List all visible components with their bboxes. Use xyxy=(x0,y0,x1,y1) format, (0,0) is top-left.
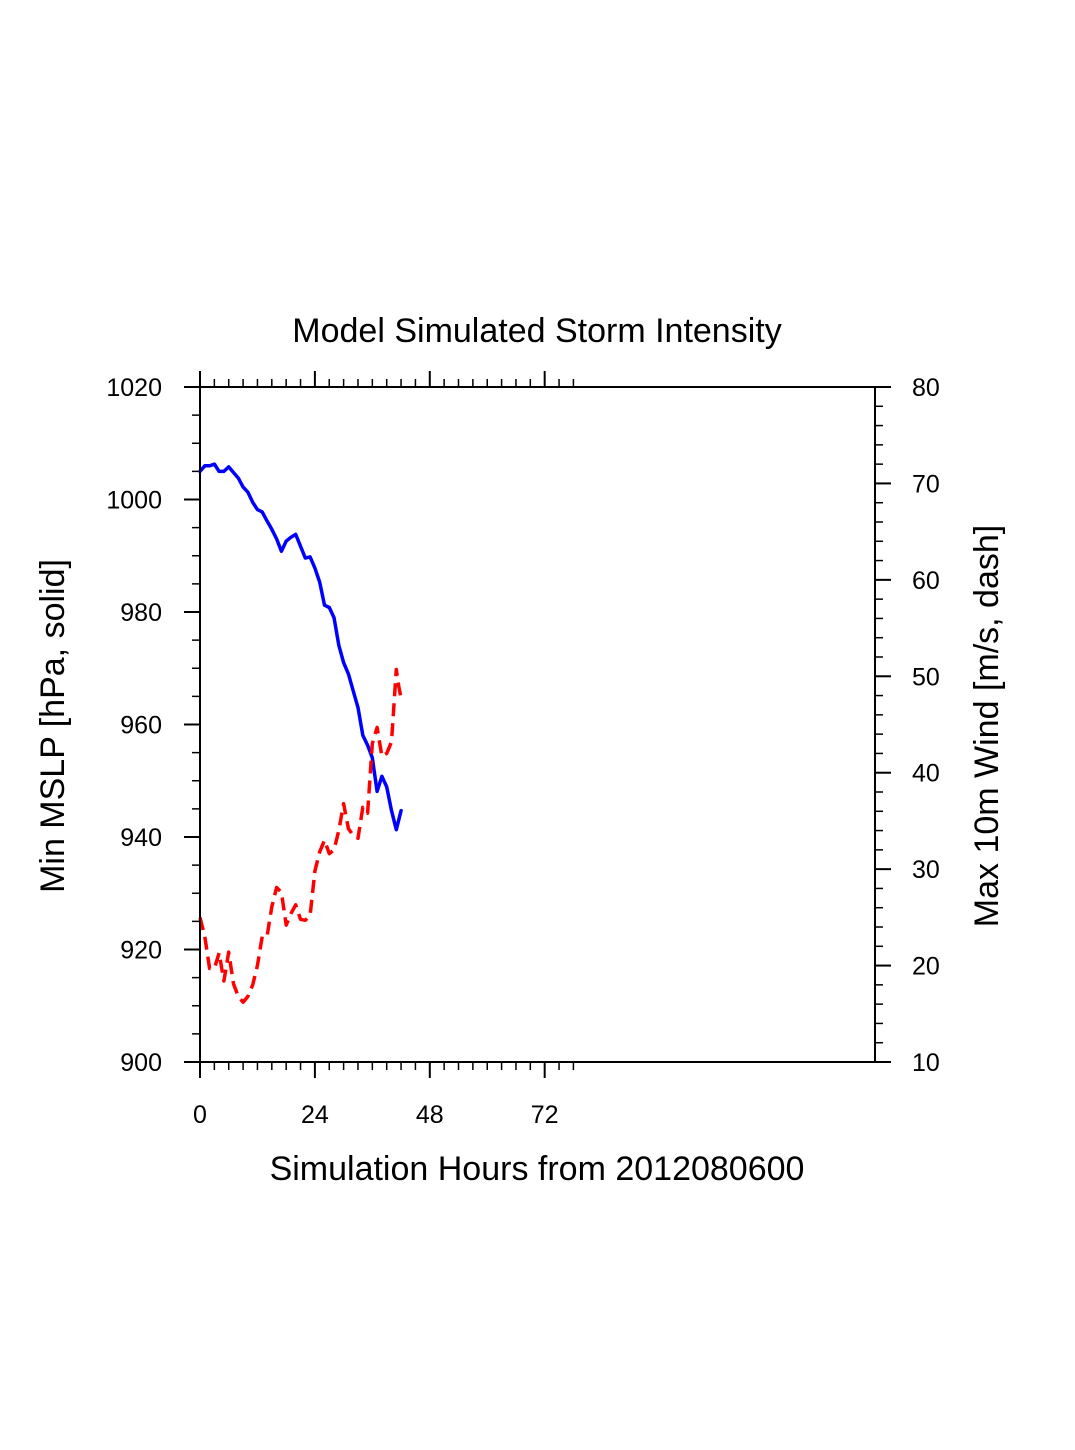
y-axis-title-left: Min MSLP [hPa, solid] xyxy=(34,559,72,893)
minor-ticks xyxy=(192,379,883,1070)
y-left-tick-label: 920 xyxy=(120,937,162,965)
y-right-tick-label: 20 xyxy=(912,953,940,981)
y-left-tick-label: 900 xyxy=(120,1049,162,1077)
y-right-tick-label: 30 xyxy=(912,856,940,884)
x-axis-title: Simulation Hours from 2012080600 xyxy=(270,1150,805,1188)
series-min-mslp-line xyxy=(198,462,403,832)
y-left-tick-label: 1020 xyxy=(106,374,162,402)
y-right-tick-label: 50 xyxy=(912,663,940,691)
series-max-wind-line xyxy=(198,667,403,1004)
tick-labels: 0 24 48 72900920940960980100010201020304050… xyxy=(106,374,939,1129)
chart-title: Model Simulated Storm Intensity xyxy=(292,312,781,350)
y-right-tick-label: 70 xyxy=(912,470,940,498)
y-right-tick-label: 60 xyxy=(912,567,940,595)
x-tick-label: 0 xyxy=(193,1101,207,1129)
y-right-tick-label: 10 xyxy=(912,1049,940,1077)
y-left-tick-label: 960 xyxy=(120,712,162,740)
y-left-tick-label: 980 xyxy=(120,599,162,627)
y-axis-title-right: Max 10m Wind [m/s, dash] xyxy=(968,525,1006,927)
x-tick-label: 24 xyxy=(301,1101,329,1129)
y-left-tick-label: 940 xyxy=(120,824,162,852)
plot-frame xyxy=(199,386,876,1063)
x-tick-label: 72 xyxy=(531,1101,559,1129)
major-ticks xyxy=(184,371,891,1078)
x-tick-label: 48 xyxy=(416,1101,444,1129)
y-right-tick-label: 80 xyxy=(912,374,940,402)
y-right-tick-label: 40 xyxy=(912,760,940,788)
y-left-tick-label: 1000 xyxy=(106,487,162,515)
